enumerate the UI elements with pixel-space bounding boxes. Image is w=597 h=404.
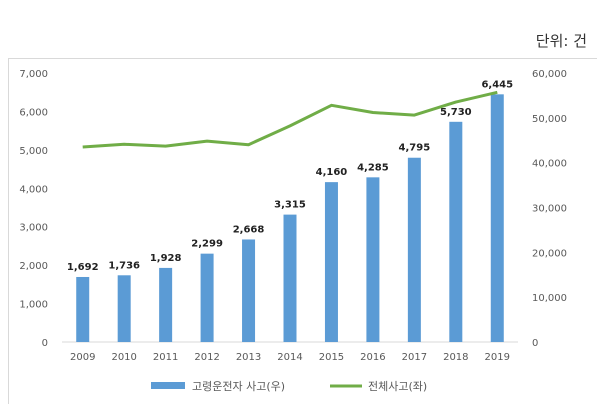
right-axis-tick: 40,000	[532, 159, 567, 170]
right-axis-tick: 50,000	[532, 114, 567, 125]
x-axis-tick: 2018	[443, 352, 468, 363]
left-axis-tick: 4,000	[19, 184, 48, 195]
right-axis-tick: 0	[532, 338, 538, 349]
bar-data-label: 2,668	[233, 224, 265, 235]
left-axis: 0 1,000 2,000 3,000 4,000 5,000 6,000 7,000	[19, 69, 48, 349]
left-axis-tick: 3,000	[19, 223, 48, 234]
unit-label: 단위: 건	[535, 32, 587, 50]
bar-data-label: 1,928	[150, 253, 182, 264]
legend: 고령운전자 사고(우) 전체사고(좌)	[151, 380, 427, 393]
x-axis-tick: 2014	[277, 352, 302, 363]
bar-data-label: 1,692	[67, 262, 99, 273]
left-axis-tick: 1,000	[19, 300, 48, 311]
line-series	[82, 90, 498, 149]
chart-frame	[8, 58, 597, 404]
bar-series	[76, 94, 504, 343]
right-axis-tick: 10,000	[532, 293, 567, 304]
bar	[324, 182, 338, 342]
bar-data-label: 5,730	[440, 107, 472, 118]
bar	[117, 275, 131, 342]
bar	[366, 177, 380, 342]
bar	[200, 253, 214, 342]
left-axis-tick: 6,000	[19, 107, 48, 118]
bar	[159, 267, 173, 342]
bar-data-label: 4,160	[316, 167, 348, 178]
bar	[407, 157, 421, 342]
bar	[242, 239, 256, 342]
left-axis-tick: 2,000	[19, 261, 48, 272]
x-axis-tick: 2019	[485, 352, 510, 363]
legend-bar-label: 고령운전자 사고(우)	[192, 380, 285, 393]
bar	[490, 94, 504, 343]
bar	[76, 276, 90, 342]
line-path	[82, 90, 498, 149]
bar-data-label: 4,285	[357, 162, 389, 173]
bar-data-label: 3,315	[274, 200, 306, 211]
left-axis-tick: 5,000	[19, 146, 48, 157]
bar-data-labels: 1,692 1,736 1,928 2,299 2,668 3,315 4,160 4,285…	[67, 79, 513, 273]
x-axis-tick: 2017	[402, 352, 427, 363]
right-axis-tick: 60,000	[532, 69, 567, 80]
right-axis-tick: 30,000	[532, 204, 567, 215]
legend-line-label: 전체사고(좌)	[368, 380, 427, 393]
bar-data-label: 1,736	[108, 260, 140, 271]
x-axis: 2009 2010 2011 2012 2013 2014 2015 2016 2017 2018…	[62, 341, 518, 363]
x-axis-tick: 2015	[319, 352, 344, 363]
legend-bar-swatch	[151, 382, 185, 389]
bar-data-label: 2,299	[191, 239, 223, 250]
x-axis-tick: 2012	[194, 352, 219, 363]
right-axis-tick: 20,000	[532, 248, 567, 259]
bar	[449, 121, 463, 342]
left-axis-tick: 0	[42, 338, 48, 349]
x-axis-tick: 2010	[111, 352, 136, 363]
x-axis-tick: 2011	[153, 352, 178, 363]
x-axis-tick: 2009	[70, 352, 95, 363]
bar-data-label: 6,445	[481, 79, 513, 90]
bar	[283, 214, 297, 342]
bar-data-label: 4,795	[399, 143, 431, 154]
x-axis-tick: 2013	[236, 352, 261, 363]
right-axis: 0 10,000 20,000 30,000 40,000 50,000 60,000	[532, 69, 567, 349]
x-axis-tick: 2016	[360, 352, 385, 363]
left-axis-tick: 7,000	[19, 69, 48, 80]
